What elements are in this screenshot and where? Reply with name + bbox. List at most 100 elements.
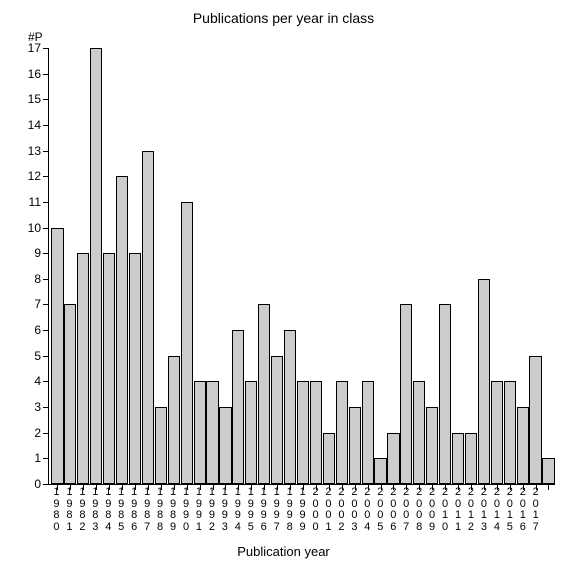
x-label-slot: 1 9 8 1 — [63, 487, 76, 535]
y-tick — [43, 484, 49, 485]
bar — [194, 381, 206, 484]
x-tick-label: 1 9 8 3 — [92, 487, 98, 533]
x-tick-label: 2 0 0 9 — [429, 487, 435, 533]
x-tick-label: 1 9 8 6 — [131, 487, 137, 533]
x-tick-label: 1 9 9 1 — [196, 487, 202, 533]
y-tick — [43, 48, 49, 49]
x-tick-label: 1 9 8 7 — [144, 487, 150, 533]
y-tick — [43, 407, 49, 408]
y-tick-label: 4 — [34, 374, 41, 388]
y-tick-label: 16 — [28, 67, 41, 81]
x-label-slot: 1 9 9 3 — [218, 487, 231, 535]
bar-slot — [452, 48, 465, 484]
bar — [206, 381, 218, 484]
y-tick-label: 7 — [34, 297, 41, 311]
bar-slot — [284, 48, 297, 484]
x-tick-label: 2 0 0 8 — [416, 487, 422, 533]
x-label-slot: 2 0 1 0 — [439, 487, 452, 535]
bar-slot — [206, 48, 219, 484]
bar — [310, 381, 322, 484]
x-label-slot: 1 9 8 3 — [89, 487, 102, 535]
bar-slot — [180, 48, 193, 484]
y-tick — [43, 330, 49, 331]
y-tick — [43, 125, 49, 126]
plot-area: 01234567891011121314151617 — [48, 48, 555, 485]
x-label-slot: 1 9 9 6 — [257, 487, 270, 535]
bar — [103, 253, 115, 484]
bar — [271, 356, 283, 484]
x-label-slot: 2 0 1 3 — [477, 487, 490, 535]
bar-slot — [258, 48, 271, 484]
bar-slot — [103, 48, 116, 484]
bar-slot — [51, 48, 64, 484]
x-label-slot: 2 0 1 1 — [452, 487, 465, 535]
x-label-slot: 1 9 9 9 — [296, 487, 309, 535]
x-tick-label: 2 0 0 1 — [325, 487, 331, 533]
bar-slot — [232, 48, 245, 484]
bar — [465, 433, 477, 484]
bar-slot — [141, 48, 154, 484]
bar — [517, 407, 529, 484]
bar-slot — [219, 48, 232, 484]
bar — [542, 458, 554, 484]
x-tick-label: 2 0 1 3 — [481, 487, 487, 533]
bar — [155, 407, 167, 484]
y-tick — [43, 176, 49, 177]
y-tick-label: 12 — [28, 169, 41, 183]
x-tick-label: 1 9 9 2 — [209, 487, 215, 533]
x-label-slot: 2 0 0 8 — [413, 487, 426, 535]
x-tick-label: 1 9 9 4 — [235, 487, 241, 533]
bar — [439, 304, 451, 484]
bar — [77, 253, 89, 484]
y-tick-label: 9 — [34, 246, 41, 260]
y-tick-label: 3 — [34, 400, 41, 414]
x-tick-label: 2 0 0 5 — [377, 487, 383, 533]
x-tick-label: 1 9 9 5 — [248, 487, 254, 533]
y-tick-label: 17 — [28, 41, 41, 55]
y-tick — [43, 381, 49, 382]
chart-title: Publications per year in class — [0, 10, 567, 26]
bar-slot — [129, 48, 142, 484]
bar — [129, 253, 141, 484]
x-label-slot: 1 9 8 4 — [102, 487, 115, 535]
bar-slot — [167, 48, 180, 484]
x-tick-label: 2 0 1 1 — [455, 487, 461, 533]
bar — [504, 381, 516, 484]
x-label-slot: 2 0 0 1 — [322, 487, 335, 535]
x-label-slot: 2 0 0 7 — [400, 487, 413, 535]
bar-slot — [400, 48, 413, 484]
x-label-slot: 2 0 1 2 — [465, 487, 478, 535]
x-label-slot: 2 0 0 3 — [348, 487, 361, 535]
chart-container: Publications per year in class #P 012345… — [0, 0, 567, 567]
bar — [297, 381, 309, 484]
bar-slot — [426, 48, 439, 484]
x-label-slot: 2 0 1 4 — [490, 487, 503, 535]
y-tick — [43, 356, 49, 357]
x-tick-label: 1 9 8 2 — [79, 487, 85, 533]
bar-slot — [335, 48, 348, 484]
y-tick-label: 8 — [34, 272, 41, 286]
bar-slot — [542, 48, 555, 484]
x-label-slot: 2 0 1 6 — [516, 487, 529, 535]
x-label-slot — [542, 487, 555, 535]
bar-slot — [154, 48, 167, 484]
y-tick-label: 14 — [28, 118, 41, 132]
bar-slot — [503, 48, 516, 484]
bar — [90, 48, 102, 484]
bar-slot — [477, 48, 490, 484]
bar-slot — [322, 48, 335, 484]
bar — [64, 304, 76, 484]
bar-slot — [374, 48, 387, 484]
bar — [413, 381, 425, 484]
x-tick-label: 2 0 1 4 — [494, 487, 500, 533]
y-tick — [43, 228, 49, 229]
x-tick-label: 1 9 8 4 — [105, 487, 111, 533]
x-tick-label: 2 0 0 4 — [364, 487, 370, 533]
bar — [142, 151, 154, 484]
x-tick-label: 2 0 0 7 — [403, 487, 409, 533]
x-axis-label: Publication year — [0, 544, 567, 559]
x-tick-label: 1 9 9 6 — [261, 487, 267, 533]
x-label-slot: 2 0 0 6 — [387, 487, 400, 535]
y-tick — [43, 99, 49, 100]
bar-slot — [297, 48, 310, 484]
